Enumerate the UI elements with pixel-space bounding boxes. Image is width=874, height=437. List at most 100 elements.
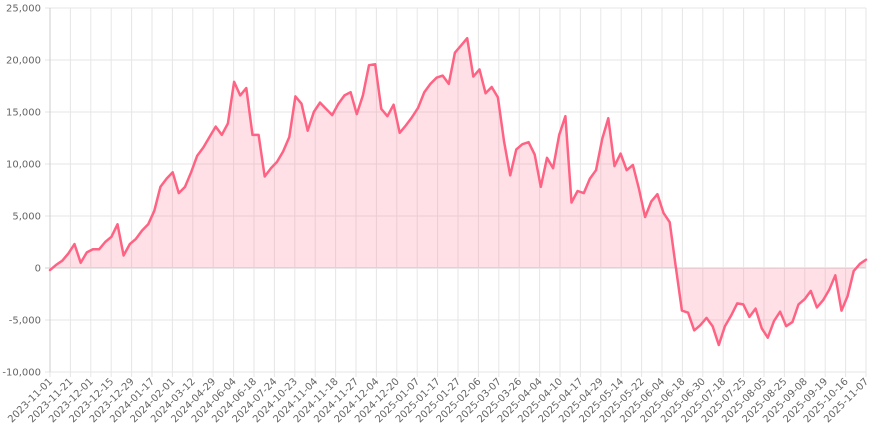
data-point bbox=[613, 165, 616, 168]
x-axis-tick-labels: 2023-11-012023-11-212023-12-012023-12-15… bbox=[6, 376, 871, 425]
data-point bbox=[202, 146, 205, 149]
data-point bbox=[196, 154, 199, 157]
data-point bbox=[153, 209, 156, 212]
data-point bbox=[257, 134, 260, 136]
y-axis-tick-labels: 25,000 20,000 15,000 10,000 5,000 0 -5,000 -10,… bbox=[2, 4, 41, 379]
data-point bbox=[730, 314, 732, 317]
data-point bbox=[282, 150, 284, 153]
data-point bbox=[245, 87, 248, 89]
data-point bbox=[227, 122, 229, 125]
data-point bbox=[447, 83, 450, 85]
data-point bbox=[454, 51, 456, 54]
data-point bbox=[73, 243, 76, 246]
data-point bbox=[135, 238, 137, 240]
data-point bbox=[386, 115, 389, 118]
y-tick-label: -10,000 bbox=[2, 368, 41, 379]
data-point bbox=[822, 299, 824, 302]
data-point bbox=[104, 241, 107, 243]
data-point bbox=[276, 161, 278, 163]
data-point bbox=[816, 306, 818, 309]
data-point bbox=[478, 68, 481, 71]
data-point bbox=[306, 129, 309, 132]
data-point bbox=[55, 264, 57, 266]
data-point bbox=[490, 86, 493, 88]
data-point bbox=[190, 171, 193, 174]
data-point bbox=[840, 309, 843, 312]
data-point bbox=[576, 190, 579, 192]
data-point bbox=[699, 324, 702, 327]
data-point bbox=[509, 174, 512, 177]
data-point bbox=[711, 325, 714, 328]
data-point bbox=[570, 201, 573, 204]
data-point bbox=[429, 83, 432, 85]
data-point bbox=[625, 169, 628, 172]
data-point bbox=[380, 108, 383, 110]
data-point bbox=[558, 134, 561, 136]
data-point bbox=[343, 94, 346, 97]
data-point bbox=[589, 177, 591, 180]
data-point bbox=[177, 192, 180, 195]
data-point bbox=[214, 125, 217, 128]
data-point bbox=[484, 92, 487, 95]
data-point bbox=[748, 316, 751, 318]
y-tick-label: 25,000 bbox=[6, 4, 41, 15]
data-point bbox=[460, 44, 462, 47]
data-point bbox=[362, 94, 364, 97]
data-point bbox=[441, 74, 444, 77]
data-point bbox=[165, 177, 168, 180]
data-point bbox=[619, 152, 622, 155]
y-tick-label: 15,000 bbox=[6, 108, 41, 119]
grid-lines bbox=[45, 7, 867, 377]
data-point bbox=[607, 117, 610, 120]
data-point bbox=[773, 320, 775, 322]
series-line bbox=[48, 36, 868, 347]
data-point bbox=[828, 288, 831, 291]
data-point bbox=[325, 108, 327, 110]
data-point bbox=[67, 252, 70, 255]
data-point bbox=[674, 266, 677, 268]
series-points bbox=[49, 37, 867, 346]
data-point bbox=[128, 243, 131, 246]
data-point bbox=[668, 221, 671, 224]
y-tick-label: 5,000 bbox=[12, 212, 41, 223]
data-point bbox=[116, 223, 119, 226]
data-point bbox=[312, 111, 315, 113]
data-point bbox=[736, 302, 739, 305]
data-point bbox=[724, 325, 726, 328]
data-point bbox=[662, 212, 665, 214]
data-point bbox=[294, 95, 297, 98]
y-tick-label: -5,000 bbox=[9, 316, 41, 327]
data-point bbox=[859, 262, 861, 265]
data-point bbox=[171, 171, 174, 174]
data-point bbox=[539, 186, 542, 188]
data-point bbox=[527, 141, 530, 144]
data-point bbox=[239, 94, 242, 97]
data-point bbox=[791, 321, 794, 323]
data-point bbox=[497, 96, 499, 99]
data-point bbox=[846, 295, 849, 297]
data-point bbox=[717, 344, 720, 346]
data-point bbox=[797, 303, 800, 306]
data-point bbox=[184, 186, 186, 188]
data-point bbox=[754, 307, 757, 310]
data-point bbox=[435, 76, 438, 79]
data-point bbox=[85, 251, 88, 254]
data-point bbox=[693, 329, 696, 332]
data-point bbox=[785, 325, 788, 328]
y-tick-label: 20,000 bbox=[6, 56, 41, 67]
data-point bbox=[355, 113, 358, 115]
data-point bbox=[98, 248, 100, 251]
data-point bbox=[601, 138, 604, 140]
data-point bbox=[466, 37, 469, 40]
data-point bbox=[546, 156, 548, 159]
data-point bbox=[595, 169, 597, 172]
data-point bbox=[423, 91, 426, 94]
data-point bbox=[337, 102, 340, 105]
data-point bbox=[809, 290, 812, 292]
data-point bbox=[220, 134, 223, 136]
data-point bbox=[92, 248, 94, 251]
data-point bbox=[270, 167, 272, 170]
data-point bbox=[147, 223, 150, 226]
data-point bbox=[122, 254, 125, 257]
data-point bbox=[251, 134, 254, 136]
